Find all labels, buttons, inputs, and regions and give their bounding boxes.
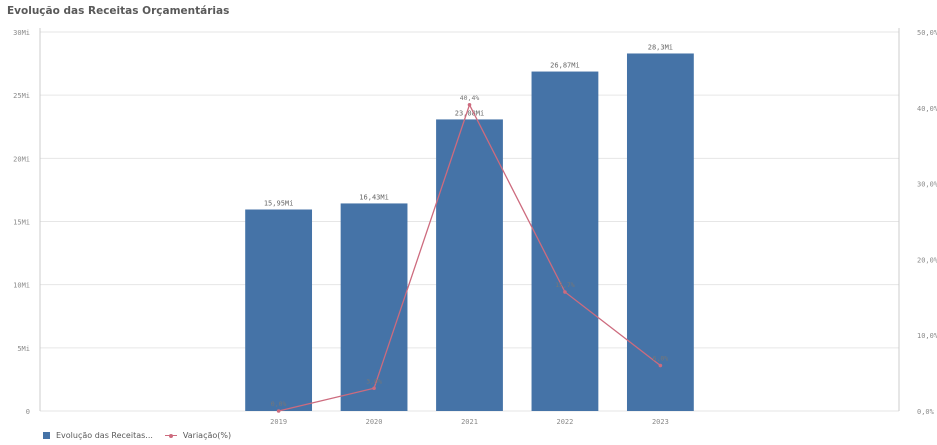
left-tick-label: 10Mi — [13, 282, 30, 290]
bar-swatch-icon — [43, 432, 50, 439]
bar — [436, 119, 503, 411]
line-value-label: 6,0% — [653, 355, 669, 363]
bar-value-label: 23,08Mi — [455, 109, 485, 117]
left-tick-label: 25Mi — [13, 92, 30, 100]
bar — [245, 209, 313, 411]
line-swatch-icon — [164, 432, 177, 439]
line-point — [372, 386, 376, 391]
legend-line-label: Variação(%) — [182, 431, 232, 440]
line-value-label: 3,0% — [366, 377, 382, 385]
line-point — [658, 363, 663, 368]
right-tick-label: 10,0% — [917, 332, 937, 340]
right-tick-label: 20,0% — [917, 256, 937, 264]
x-tick-label: 2020 — [366, 418, 383, 426]
left-tick-label: 15Mi — [13, 219, 30, 227]
line-value-label: 40,4% — [460, 94, 480, 102]
left-tick-label: 20Mi — [13, 155, 30, 163]
line-value-label: 15,7% — [555, 281, 575, 289]
x-tick-label: 2019 — [270, 418, 287, 426]
bar-value-label: 26,87Mi — [550, 62, 580, 70]
legend-bar-label: Evolução das Receitas... — [56, 431, 153, 440]
line-point — [276, 409, 281, 413]
left-tick-label: 5Mi — [17, 345, 30, 353]
left-tick-label: 30Mi — [13, 29, 30, 37]
line-value-label: 0,0% — [271, 400, 287, 408]
left-tick-label: 0 — [26, 408, 30, 416]
bar — [531, 71, 599, 412]
right-tick-label: 50,0% — [917, 29, 937, 37]
right-tick-label: 40,0% — [917, 105, 937, 113]
x-tick-label: 2021 — [461, 418, 478, 426]
line-point — [563, 290, 567, 294]
bar — [340, 203, 408, 411]
legend: Evolução das Receitas... Variação(%) — [43, 431, 231, 440]
right-tick-label: 0,0% — [917, 408, 935, 416]
bar-value-label: 16,43Mi — [359, 193, 389, 201]
right-tick-label: 30,0% — [917, 181, 937, 189]
x-tick-label: 2022 — [557, 418, 574, 426]
line-point — [467, 102, 472, 107]
bar — [626, 53, 694, 412]
bar-value-label: 28,3Mi — [648, 43, 673, 51]
chart-title: Evolução das Receitas Orçamentárias — [7, 5, 230, 17]
legend-item-bar[interactable]: Evolução das Receitas... — [43, 431, 153, 440]
x-tick-label: 2023 — [652, 418, 669, 426]
legend-item-line[interactable]: Variação(%) — [164, 431, 232, 440]
bar-value-label: 15,95Mi — [264, 199, 294, 207]
